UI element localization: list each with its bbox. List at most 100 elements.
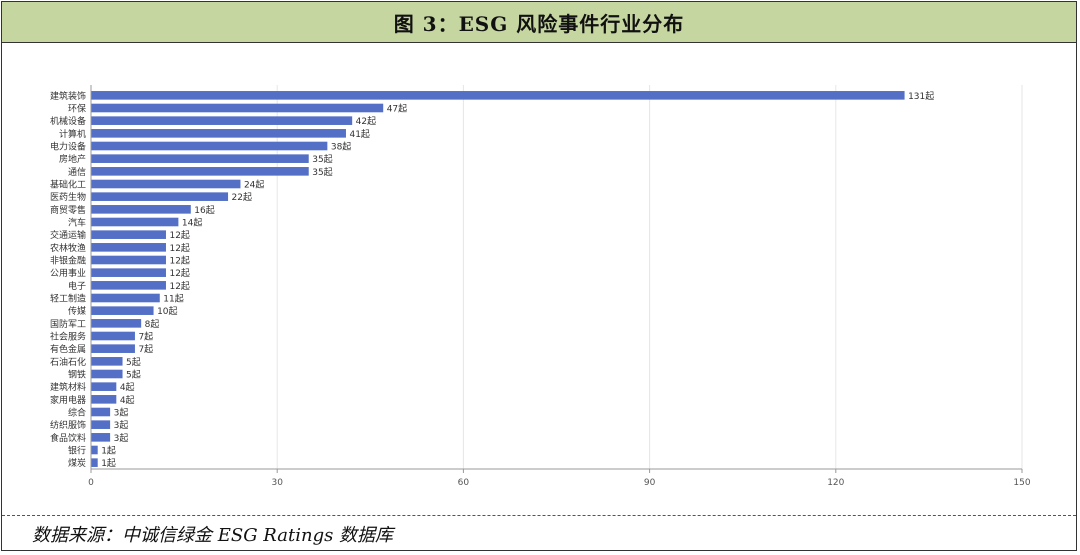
data-label: 12起 [169, 268, 189, 279]
bar [91, 445, 98, 455]
bar [91, 281, 166, 290]
category-label: 建筑材料 [50, 381, 86, 393]
data-label: 3起 [114, 433, 129, 444]
data-label: 12起 [169, 256, 189, 267]
category-label: 建筑装饰 [50, 90, 86, 102]
x-tick-label: 0 [88, 478, 94, 488]
source-note: 数据来源：中诚信绿金 ESG Ratings 数据库 [32, 524, 394, 546]
data-label: 35起 [312, 167, 332, 178]
data-label: 3起 [114, 420, 129, 431]
bar [91, 103, 384, 113]
x-tick-label: 60 [458, 478, 470, 488]
category-label: 社会服务 [50, 331, 86, 343]
category-label: 机械设备 [50, 115, 86, 127]
bar [91, 319, 142, 328]
category-label: 计算机 [59, 128, 86, 140]
bar [91, 458, 98, 467]
category-label: 纺织服饰 [50, 419, 86, 431]
data-label: 8起 [145, 319, 160, 330]
category-label: 煤炭 [68, 457, 86, 469]
source-note-bar: 数据来源：中诚信绿金 ESG Ratings 数据库 [2, 515, 1076, 551]
bar [91, 306, 154, 315]
bar [91, 293, 160, 303]
bar [91, 91, 905, 100]
data-label: 16起 [194, 205, 214, 216]
data-label: 1起 [101, 446, 116, 457]
x-tick-label: 90 [644, 478, 656, 488]
bar [91, 154, 309, 163]
x-tick-label: 30 [271, 478, 283, 488]
data-label: 41起 [349, 129, 369, 140]
data-label: 4起 [120, 382, 135, 393]
bar [91, 230, 166, 239]
category-label: 房地产 [59, 153, 86, 165]
category-label: 非银金融 [50, 255, 86, 267]
category-label: 商贸零售 [50, 204, 86, 216]
bar [91, 129, 346, 138]
bar [91, 344, 135, 353]
bar [91, 141, 328, 151]
data-label: 12起 [169, 230, 189, 241]
category-label: 环保 [68, 103, 86, 115]
bar [91, 167, 309, 176]
bar [91, 357, 123, 366]
category-label: 国防军工 [50, 318, 86, 330]
bar [91, 255, 166, 265]
category-label: 交通运输 [50, 229, 86, 241]
figure-title-bar: 图 3：ESG 风险事件行业分布 [2, 2, 1076, 43]
category-label: 基础化工 [50, 179, 86, 191]
bar [91, 407, 111, 417]
category-label: 食品饮料 [50, 432, 86, 444]
category-label: 轻工制造 [50, 293, 86, 305]
bar [91, 369, 123, 379]
category-label: 电子 [68, 280, 86, 292]
data-label: 35起 [312, 154, 332, 165]
bar [91, 243, 166, 252]
data-label: 3起 [114, 408, 129, 419]
bar [91, 205, 191, 214]
data-label: 10起 [157, 306, 177, 317]
data-label: 7起 [138, 332, 153, 343]
bar [91, 217, 179, 227]
category-label: 电力设备 [50, 141, 86, 153]
bar [91, 331, 135, 341]
figure-title: 图 3：ESG 风险事件行业分布 [393, 11, 685, 36]
data-label: 131起 [908, 91, 934, 102]
category-label: 传媒 [68, 305, 86, 317]
bar [91, 420, 111, 429]
data-label: 12起 [169, 281, 189, 292]
bar [91, 268, 166, 277]
bar [91, 116, 353, 125]
category-label: 家用电器 [50, 394, 86, 406]
data-label: 7起 [138, 344, 153, 355]
category-label: 钢铁 [68, 369, 86, 381]
category-label: 医药生物 [50, 191, 86, 203]
data-label: 24起 [244, 180, 264, 191]
data-label: 1起 [101, 458, 116, 469]
data-label: 12起 [169, 243, 189, 254]
category-label: 石油石化 [50, 356, 86, 368]
category-label: 有色金属 [50, 343, 86, 355]
bar [91, 192, 229, 201]
data-label: 5起 [126, 357, 141, 368]
data-label: 11起 [163, 294, 183, 305]
data-label: 38起 [331, 142, 351, 153]
x-tick-label: 120 [827, 478, 844, 488]
category-label: 银行 [68, 445, 86, 457]
category-label: 综合 [68, 407, 86, 419]
bar [91, 179, 241, 189]
chart-area: 0 30 60 90 120 150 建筑装饰 131起 环保 47起 机械设备 42起 计算机 41起电… [2, 43, 1076, 515]
category-label: 通信 [68, 166, 86, 178]
data-label: 47起 [387, 104, 407, 115]
bar [91, 382, 117, 391]
data-label: 5起 [126, 370, 141, 381]
data-label: 42起 [356, 116, 376, 127]
bar [91, 395, 117, 404]
data-label: 14起 [182, 218, 202, 229]
data-label: 22起 [232, 192, 252, 203]
category-label: 汽车 [68, 217, 86, 229]
data-label: 4起 [120, 395, 135, 406]
category-label: 农林牧渔 [50, 242, 86, 254]
